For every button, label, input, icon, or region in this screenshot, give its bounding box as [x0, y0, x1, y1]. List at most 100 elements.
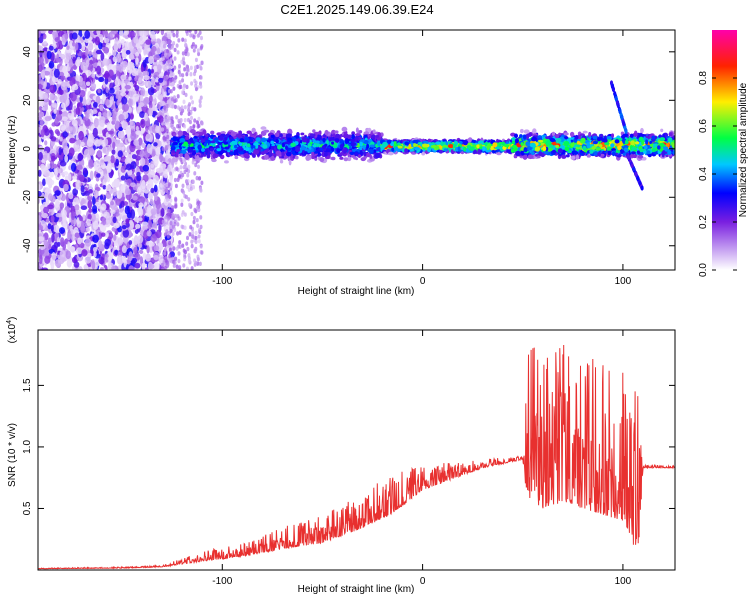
spectrogram-cell — [198, 261, 202, 267]
spectrogram-cell — [192, 215, 196, 221]
spectrogram-cell — [124, 157, 132, 165]
spectrogram-cell — [175, 264, 179, 269]
spectrogram-cell — [104, 38, 110, 44]
spectrogram-cell — [116, 100, 120, 106]
spectrogram-cell — [71, 84, 79, 91]
spectrogram-cell — [187, 169, 191, 174]
spectrogram-cell — [164, 258, 168, 263]
spectrogram-cell — [89, 170, 94, 181]
spectrogram-cell — [68, 192, 74, 200]
spectrogram-cell — [41, 267, 49, 270]
spectrogram-cell — [171, 119, 175, 125]
spectrogram-cell — [139, 256, 144, 265]
spectrogram-cell — [175, 33, 179, 38]
spectrogram-cell — [64, 154, 69, 163]
spectrogram-cell — [192, 124, 196, 129]
spectrogram-cell — [116, 190, 123, 199]
spectrogram-cell — [121, 224, 127, 230]
spectrogram-cell — [44, 116, 52, 122]
spectrogram-cell — [294, 155, 299, 160]
spectrogram-cell — [80, 198, 86, 206]
spectrogram-cell — [57, 241, 61, 247]
spectrogram-cell — [81, 249, 88, 257]
spectrogram-cell — [141, 262, 146, 270]
spectrogram-cell — [85, 69, 92, 77]
spectrogram-cell — [194, 260, 198, 266]
spectrogram-cell — [178, 72, 182, 78]
spectrogram-cell — [288, 159, 292, 166]
spectrogram-cell — [169, 198, 173, 203]
spectrogram-cell — [339, 143, 344, 150]
spectrogram-cell — [188, 232, 192, 237]
spectrogram-cell — [51, 155, 56, 162]
spectrogram-cell — [166, 191, 170, 196]
spectrogram-cell — [153, 142, 158, 147]
spectrogram-cell — [185, 135, 190, 141]
spectrogram-cell — [50, 136, 57, 142]
spectrogram-cell — [92, 234, 100, 243]
spectrogram-cell — [301, 136, 308, 143]
spectrogram-cell — [279, 137, 283, 141]
spectrogram-cell — [102, 58, 109, 66]
spectrogram-cell — [103, 173, 108, 183]
spectrogram-cell — [165, 229, 169, 234]
spectrogram-cell — [99, 104, 104, 112]
spectrogram-cell — [185, 241, 189, 246]
spectrogram-cell — [238, 151, 244, 155]
spectrogram-cell — [85, 113, 90, 119]
spectrogram-cell — [196, 223, 200, 228]
spectrogram-cell — [74, 42, 79, 51]
spectrogram-cell — [123, 151, 128, 156]
spectrogram-cell — [168, 253, 172, 259]
spectrogram-cell — [180, 224, 184, 229]
spectrogram-cell — [200, 121, 204, 126]
spectrogram-cell — [131, 237, 135, 248]
spectrogram-cell — [73, 261, 80, 268]
spectrogram-cell — [162, 136, 166, 141]
spectrogram-cell — [110, 30, 118, 35]
spectrogram-cell — [115, 37, 119, 43]
spectrogram-cell — [47, 193, 53, 201]
spectrogram-cell — [128, 76, 132, 81]
spectrogram-cell — [38, 224, 44, 231]
spectrogram-cell — [120, 91, 127, 97]
spectrogram-cell — [209, 147, 215, 152]
spectrogram-cell — [112, 216, 117, 224]
spectrogram-cell — [118, 63, 124, 73]
spectrogram-cell — [114, 86, 121, 91]
spectrogram-cell — [153, 184, 158, 193]
spectrogram-cell — [78, 216, 84, 222]
spectrogram-cell — [98, 239, 103, 249]
spectrogram-cell — [185, 30, 189, 34]
spectrogram-cell — [121, 245, 127, 254]
spectrogram-cell — [148, 101, 153, 110]
spectrogram-cell — [80, 61, 87, 71]
spectrogram-cell — [185, 84, 189, 90]
spectrogram-cell — [102, 112, 107, 118]
spectrogram-cell — [374, 152, 381, 159]
spectrogram-cell — [155, 167, 163, 174]
spectrogram-cell — [38, 145, 44, 154]
spectrogram-cell — [99, 158, 105, 166]
spectrogram-cell — [197, 51, 201, 57]
spectrogram-cell — [169, 171, 173, 176]
spectrogram-cell — [54, 117, 59, 126]
spectrogram-cell — [198, 103, 202, 108]
spectrogram-cell — [157, 64, 162, 72]
spectrogram-cell — [124, 41, 130, 50]
spectrogram-cell — [69, 246, 76, 253]
spectrogram-cell — [194, 44, 198, 49]
spectrogram-cell — [163, 247, 167, 252]
spectrogram-cell — [97, 89, 101, 94]
spectrogram-cell — [168, 240, 172, 246]
spectrogram-cell — [189, 95, 193, 100]
spectrogram-cell — [239, 138, 245, 143]
spectrogram-cell — [109, 95, 114, 106]
spectrogram-cell — [106, 111, 112, 118]
spectrogram-cell — [163, 242, 167, 247]
spectrogram-cell — [353, 156, 357, 160]
spectrogram-cell — [322, 137, 326, 143]
spectrogram-cell — [72, 188, 78, 196]
spectrogram-cell — [65, 98, 70, 107]
spectrogram-cell — [105, 215, 112, 225]
